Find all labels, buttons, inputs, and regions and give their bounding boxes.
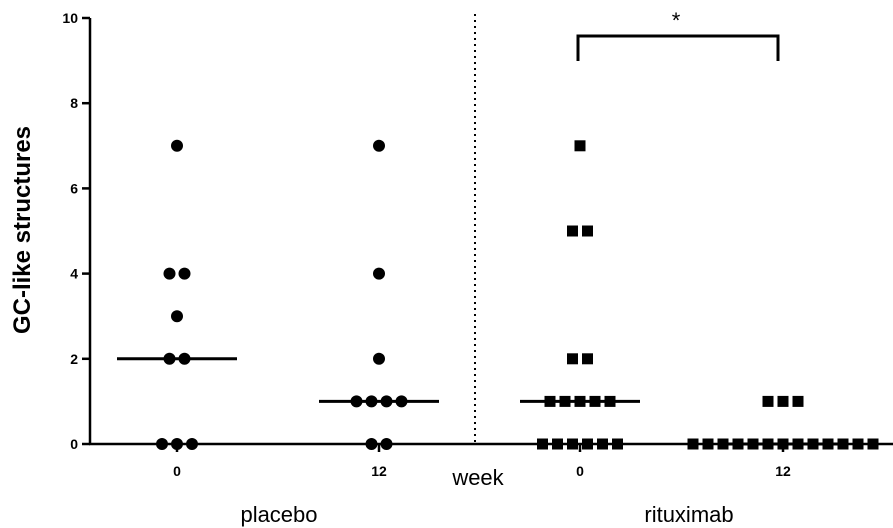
group-label-rituximab: rituximab [644,502,733,527]
data-point [171,438,183,450]
data-point [171,139,183,152]
data-point [186,438,198,450]
significance-bracket: * [576,8,780,61]
data-point [552,438,563,450]
significance-star: * [672,8,681,33]
data-point [597,438,608,450]
data-point [867,438,879,450]
data-point [373,352,385,365]
data-point [567,353,578,365]
median-lines [117,357,843,446]
week-label: week [451,465,504,490]
group-labels: placebo rituximab [240,502,733,527]
y-tick-label: 10 [62,10,78,26]
y-ticks: 0 2 4 6 8 10 [62,10,90,452]
data-point [178,267,191,280]
data-point [777,395,789,407]
data-point [702,438,714,450]
y-tick-label: 8 [70,95,78,111]
data-point [567,438,578,450]
x-tick-label: 12 [371,463,387,479]
data-point [171,310,183,323]
data-point [567,225,578,237]
data-point [582,225,593,237]
y-tick-label: 6 [70,180,78,196]
data-point [365,438,378,450]
x-tick-label: 12 [775,463,791,479]
data-point [582,353,593,365]
y-tick-label: 2 [70,351,78,367]
y-axis-label: GC-like structures [9,126,36,334]
y-tick-label: 4 [70,266,78,282]
bracket-line [576,34,780,61]
data-point [373,267,385,280]
data-point [380,438,393,450]
data-point [156,438,168,450]
data-point [373,139,385,152]
data-point [163,267,176,280]
group-label-placebo: placebo [240,502,317,527]
y-tick-label: 0 [70,436,78,452]
data-point [852,438,864,450]
data-point [792,395,804,407]
x-tick-label: 0 [576,463,584,479]
x-tick-label: 0 [173,463,181,479]
data-point [687,438,699,450]
data-point [762,395,774,407]
axes [88,14,893,446]
data-point [537,438,548,450]
data-point [612,438,623,450]
data-point [582,438,593,450]
data-points [156,139,879,450]
data-point [574,140,586,152]
